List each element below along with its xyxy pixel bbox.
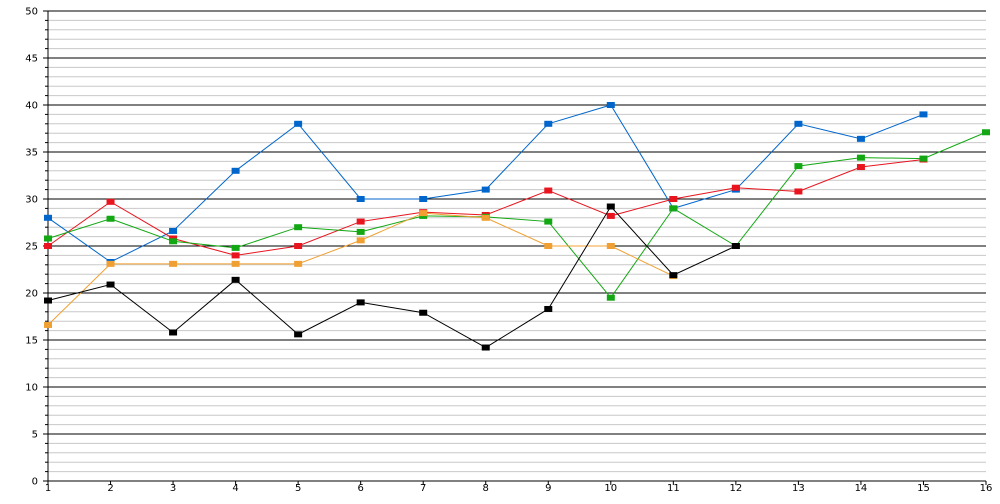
y-tick-label: 0	[32, 477, 38, 488]
data-point	[294, 260, 303, 267]
x-tick-label: 2	[107, 483, 113, 494]
data-point	[794, 188, 803, 195]
data-point	[106, 215, 115, 222]
major-gridlines	[48, 10, 986, 435]
y-tick-label: 35	[25, 148, 38, 159]
minor-gridlines	[48, 19, 986, 473]
data-point	[169, 227, 178, 234]
x-tick-label: 14	[855, 483, 868, 494]
data-point	[356, 218, 365, 225]
data-point	[44, 243, 52, 249]
x-tick-label: 6	[357, 483, 363, 494]
data-point	[44, 235, 52, 242]
data-point	[169, 260, 178, 267]
data-point	[606, 102, 615, 108]
data-point	[106, 198, 115, 205]
data-point	[669, 205, 678, 212]
data-point	[106, 260, 115, 267]
data-point	[44, 214, 52, 221]
x-tick-label: 12	[729, 483, 742, 494]
data-point	[169, 238, 178, 245]
data-point	[544, 120, 553, 127]
data-point	[919, 155, 928, 162]
x-tick-label: 1	[45, 483, 51, 494]
x-tick-label: 4	[232, 483, 238, 494]
data-point	[231, 167, 240, 174]
data-point	[481, 344, 490, 351]
x-tick-label: 8	[483, 483, 489, 494]
y-tick-label: 20	[25, 289, 38, 300]
series-line	[47, 205, 737, 349]
x-tick-label: 9	[545, 483, 551, 494]
data-point	[794, 163, 803, 170]
y-tick-label: 5	[32, 430, 38, 441]
data-point	[544, 243, 553, 249]
axes	[43, 10, 987, 485]
x-tick-label: 3	[170, 483, 176, 494]
data-point	[231, 260, 240, 267]
data-point	[544, 305, 553, 312]
data-point	[669, 272, 678, 279]
series-layer	[44, 102, 990, 351]
data-point	[356, 299, 365, 306]
data-point	[419, 210, 428, 217]
y-tick-label: 15	[25, 336, 38, 347]
data-point	[606, 203, 615, 210]
data-point	[356, 228, 365, 235]
data-point	[731, 184, 740, 191]
y-tick-label: 30	[25, 195, 38, 206]
x-tick-label: 7	[420, 483, 426, 494]
x-tick-label: 10	[604, 483, 617, 494]
data-point	[419, 309, 428, 316]
data-point	[544, 187, 553, 194]
data-point	[481, 214, 490, 221]
series-line	[47, 104, 924, 263]
data-point	[294, 331, 303, 338]
series-line	[47, 131, 987, 299]
series-5	[44, 203, 740, 351]
data-point	[731, 243, 740, 249]
series-4	[44, 210, 678, 328]
data-point	[982, 129, 990, 136]
data-point	[231, 252, 240, 259]
x-tick-label: 16	[980, 483, 993, 494]
data-point	[231, 244, 240, 251]
data-point	[44, 297, 52, 304]
data-point	[169, 329, 178, 336]
series-3	[44, 129, 990, 301]
data-point	[856, 135, 865, 142]
data-point	[856, 164, 865, 171]
data-point	[606, 243, 615, 249]
y-tick-label: 40	[25, 101, 38, 112]
data-point	[356, 237, 365, 244]
data-point	[669, 196, 678, 202]
data-point	[419, 196, 428, 202]
x-tick-label: 13	[792, 483, 805, 494]
data-point	[231, 276, 240, 283]
data-point	[294, 243, 303, 249]
data-point	[606, 212, 615, 219]
y-tick-label: 45	[25, 54, 38, 65]
x-tick-label: 15	[917, 483, 930, 494]
data-point	[794, 120, 803, 127]
data-point	[606, 294, 615, 301]
x-tick-label: 5	[295, 483, 301, 494]
data-point	[294, 120, 303, 127]
data-point	[106, 281, 115, 288]
data-point	[356, 196, 365, 202]
data-point	[544, 218, 553, 225]
y-tick-label: 10	[25, 383, 38, 394]
y-tick-label: 25	[25, 242, 38, 253]
y-tick-label: 50	[25, 7, 38, 18]
x-tick-label: 11	[667, 483, 680, 494]
data-point	[44, 321, 52, 328]
data-point	[294, 224, 303, 231]
data-point	[481, 186, 490, 193]
data-point	[919, 111, 928, 118]
data-point	[856, 154, 865, 161]
